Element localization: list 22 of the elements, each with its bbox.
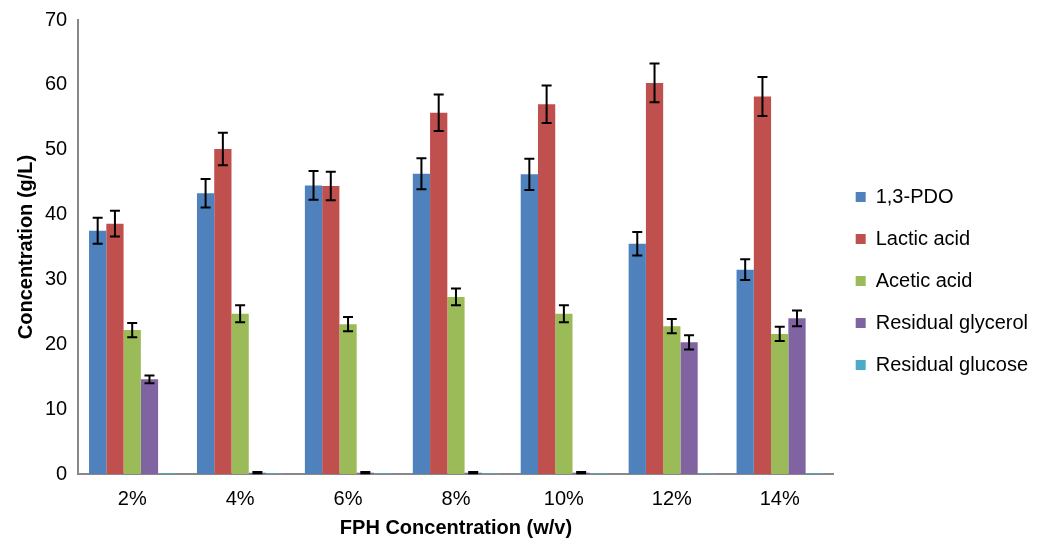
x-tick-label: 10%: [543, 486, 585, 509]
y-axis-title: Concentration (g/L): [13, 154, 36, 340]
legend-label: Residual glucose: [875, 352, 1029, 375]
x-tick-label: 12%: [651, 486, 693, 509]
legend-label: Lactic acid: [875, 226, 971, 249]
x-tick-label: 6%: [333, 486, 363, 509]
y-tick-label: 40: [45, 202, 68, 225]
y-tick-label: 50: [45, 137, 68, 160]
y-tick-label: 20: [45, 331, 68, 354]
x-tick-label: 14%: [759, 486, 800, 509]
x-tick-label: 8%: [441, 486, 471, 509]
y-tick-label: 60: [45, 72, 68, 95]
x-tick-label: 2%: [117, 486, 147, 509]
y-tick-label: 0: [56, 461, 68, 484]
y-tick-label: 70: [45, 7, 68, 30]
x-tick-label: 4%: [225, 486, 255, 509]
x-axis-title: FPH Concentration (w/v): [339, 515, 573, 538]
y-tick-label: 30: [45, 266, 68, 289]
legend-label: Residual glycerol: [875, 310, 1028, 333]
y-tick-label: 10: [45, 396, 68, 419]
legend-label: Acetic acid: [875, 268, 973, 291]
legend-label: 1,3-PDO: [875, 184, 954, 207]
